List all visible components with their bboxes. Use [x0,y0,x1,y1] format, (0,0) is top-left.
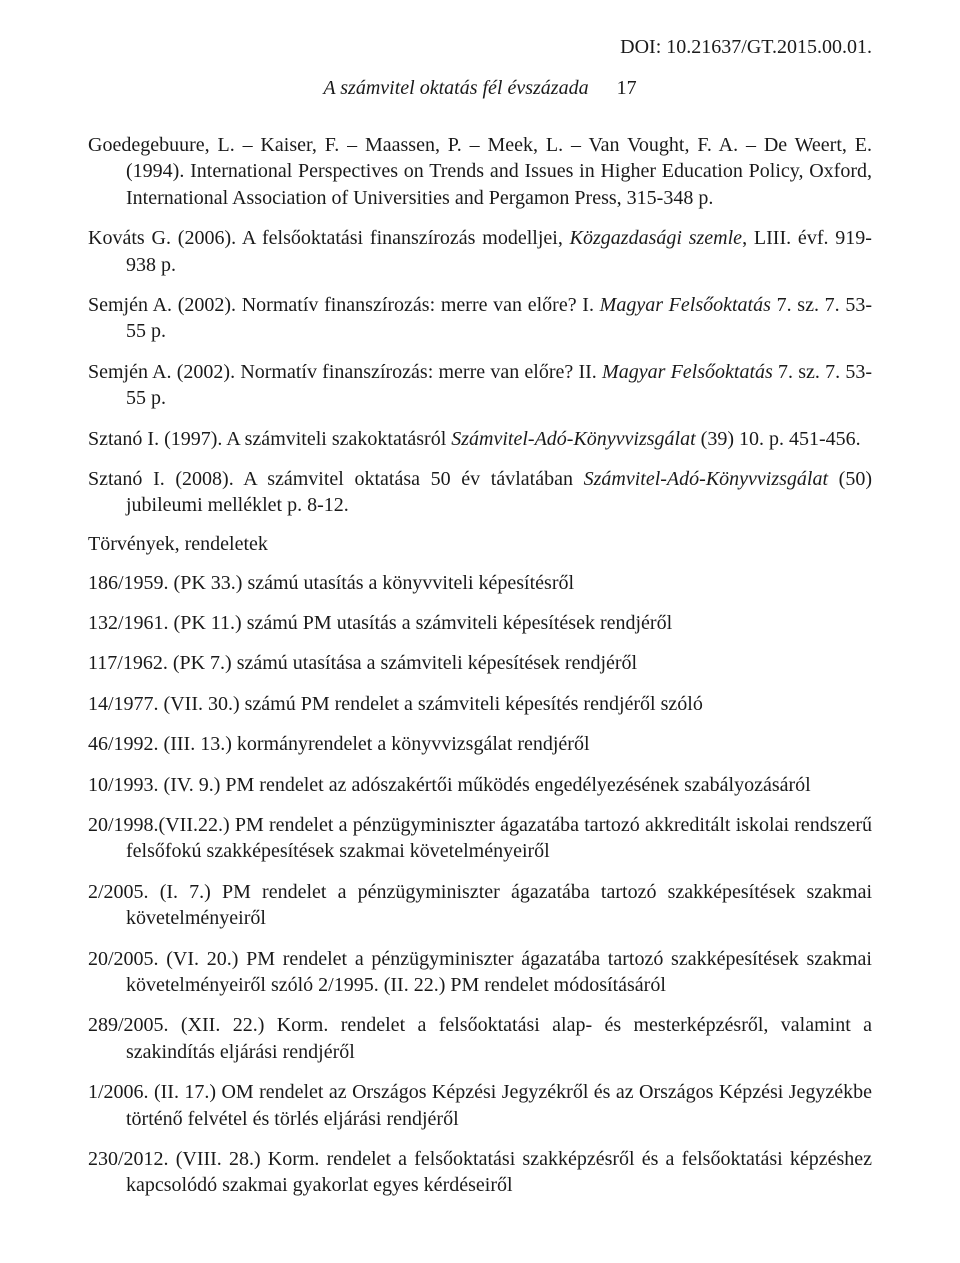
law-item: 289/2005. (XII. 22.) Korm. rendelet a fe… [88,1012,872,1065]
law-item: 20/1998.(VII.22.) PM rendelet a pénzügym… [88,812,872,865]
law-item: 186/1959. (PK 33.) számú utasítás a köny… [88,570,872,596]
reference-italic: Számvitel-Adó-Könyvvizsgálat [451,428,695,450]
reference-text: Semjén A. (2002). Normatív finanszírozás… [88,361,602,383]
law-item: 20/2005. (VI. 20.) PM rendelet a pénzügy… [88,946,872,999]
reference-item: Kováts G. (2006). A felsőoktatási finans… [88,225,872,278]
section-heading: Törvények, rendeletek [88,533,872,556]
law-item: 10/1993. (IV. 9.) PM rendelet az adószak… [88,772,872,798]
law-item: 14/1977. (VII. 30.) számú PM rendelet a … [88,691,872,717]
law-item: 132/1961. (PK 11.) számú PM utasítás a s… [88,610,872,636]
reference-italic: Magyar Felsőoktatás [600,294,771,316]
reference-text: (39) 10. p. 451-456. [696,428,861,450]
law-item: 230/2012. (VIII. 28.) Korm. rendelet a f… [88,1146,872,1199]
reference-item: Sztanó I. (1997). A számviteli szakoktat… [88,426,872,452]
reference-item: Sztanó I. (2008). A számvitel oktatása 5… [88,466,872,519]
reference-text: Semjén A. (2002). Normatív finanszírozás… [88,294,600,316]
reference-italic: Közgazdasági szemle [570,227,742,249]
reference-item: Goedegebuure, L. – Kaiser, F. – Maassen,… [88,132,872,211]
page: DOI: 10.21637/GT.2015.00.01. A számvitel… [0,0,960,1263]
reference-italic: Magyar Felsőoktatás [602,361,773,383]
reference-italic: Számvitel-Adó-Könyvvizsgálat [584,468,828,490]
reference-item: Semjén A. (2002). Normatív finanszírozás… [88,292,872,345]
reference-text: Sztanó I. (1997). A számviteli szakoktat… [88,428,451,450]
running-head: A számvitel oktatás fél évszázada 17 [88,77,872,100]
running-title: A számvitel oktatás fél évszázada [323,77,588,100]
law-item: 1/2006. (II. 17.) OM rendelet az Országo… [88,1079,872,1132]
page-number: 17 [617,77,637,100]
reference-text: Kováts G. (2006). A felsőoktatási finans… [88,227,570,249]
reference-item: Semjén A. (2002). Normatív finanszírozás… [88,359,872,412]
reference-text: Goedegebuure, L. – Kaiser, F. – Maassen,… [88,134,872,209]
doi-line: DOI: 10.21637/GT.2015.00.01. [88,36,872,59]
law-item: 46/1992. (III. 13.) kormányrendelet a kö… [88,731,872,757]
reference-text: Sztanó I. (2008). A számvitel oktatása 5… [88,468,584,490]
law-item: 117/1962. (PK 7.) számú utasítása a szám… [88,650,872,676]
law-item: 2/2005. (I. 7.) PM rendelet a pénzügymin… [88,879,872,932]
